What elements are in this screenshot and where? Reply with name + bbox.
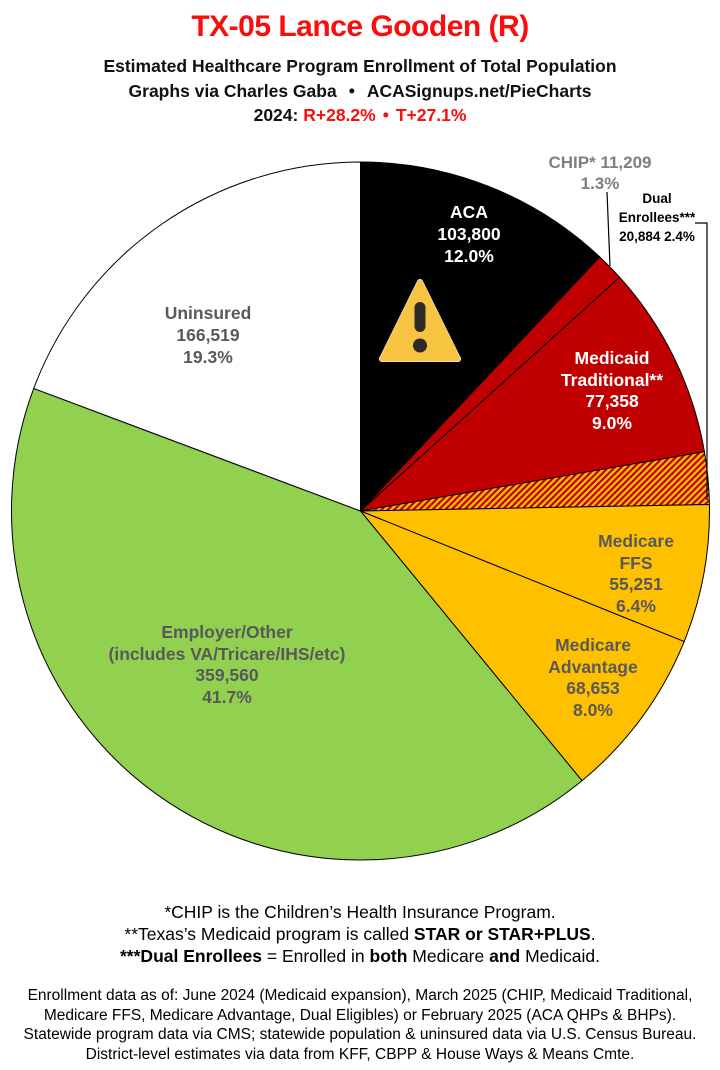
credit-site: ACASignups.net/PieCharts bbox=[366, 81, 592, 101]
slice-label-adv: Medicare Advantage 68,653 8.0% bbox=[548, 635, 638, 720]
warning-icon bbox=[379, 279, 461, 362]
footnotes: *CHIP is the Children’s Health Insurance… bbox=[0, 901, 720, 967]
credit-author: Graphs via Charles Gaba bbox=[128, 81, 337, 101]
footnote-medicaid: **Texas’s Medicaid program is called STA… bbox=[124, 924, 596, 944]
chart-subtitle: Estimated Healthcare Program Enrollment … bbox=[103, 56, 617, 76]
pie-slice-medicaid bbox=[358, 276, 706, 512]
pie-slice-aca bbox=[360, 161, 601, 513]
bullet-separator: • bbox=[348, 81, 355, 101]
pie-slice-ffs bbox=[360, 503, 710, 643]
pie-chart bbox=[11, 161, 710, 861]
pie-slice-uninsured bbox=[33, 161, 361, 512]
footnote-dual: ***Dual Enrollees = Enrolled in both Med… bbox=[120, 946, 600, 966]
slice-label-dual: Dual Enrollees*** 20,884 2.4% bbox=[618, 191, 696, 244]
warning-exclamation-bar bbox=[414, 302, 426, 332]
partisan-t-value: T+27.1% bbox=[395, 105, 467, 125]
credit-line: Graphs via Charles Gaba • ACASignups.net/P… bbox=[0, 81, 720, 102]
warning-exclamation-dot bbox=[413, 338, 427, 353]
partisan-year: 2024: bbox=[253, 105, 299, 125]
chip-leader-line bbox=[606, 191, 611, 267]
bullet-separator-red: • bbox=[382, 105, 389, 125]
slice-label-aca: ACA 103,800 12.0% bbox=[437, 202, 501, 266]
slice-label-ffs: Medicare FFS 55,251 6.4% bbox=[598, 531, 674, 616]
footnote-chip: *CHIP is the Children’s Health Insurance… bbox=[164, 902, 556, 922]
pie-slice-adv bbox=[360, 510, 685, 782]
slice-label-chip: CHIP* 11,209 1.3% bbox=[548, 153, 652, 193]
dual-enrollees-leader-line bbox=[695, 222, 708, 500]
slice-label-employer: Employer/Other (includes VA/Tricare/IHS/… bbox=[108, 622, 346, 707]
slice-label-medicaid: Medicaid Traditional** 77,358 9.0% bbox=[560, 348, 664, 433]
pie-slice-employer bbox=[11, 387, 583, 861]
partisan-lean-line: 2024: R+28.2% • T+27.1% bbox=[0, 105, 720, 126]
partisan-r-value: R+28.2% bbox=[303, 105, 376, 125]
data-source-block: Enrollment data as of: June 2024 (Medica… bbox=[23, 987, 697, 1063]
slice-label-uninsured: Uninsured 166,519 19.3% bbox=[164, 303, 252, 367]
page-title: TX-05 Lance Gooden (R) bbox=[191, 10, 529, 43]
